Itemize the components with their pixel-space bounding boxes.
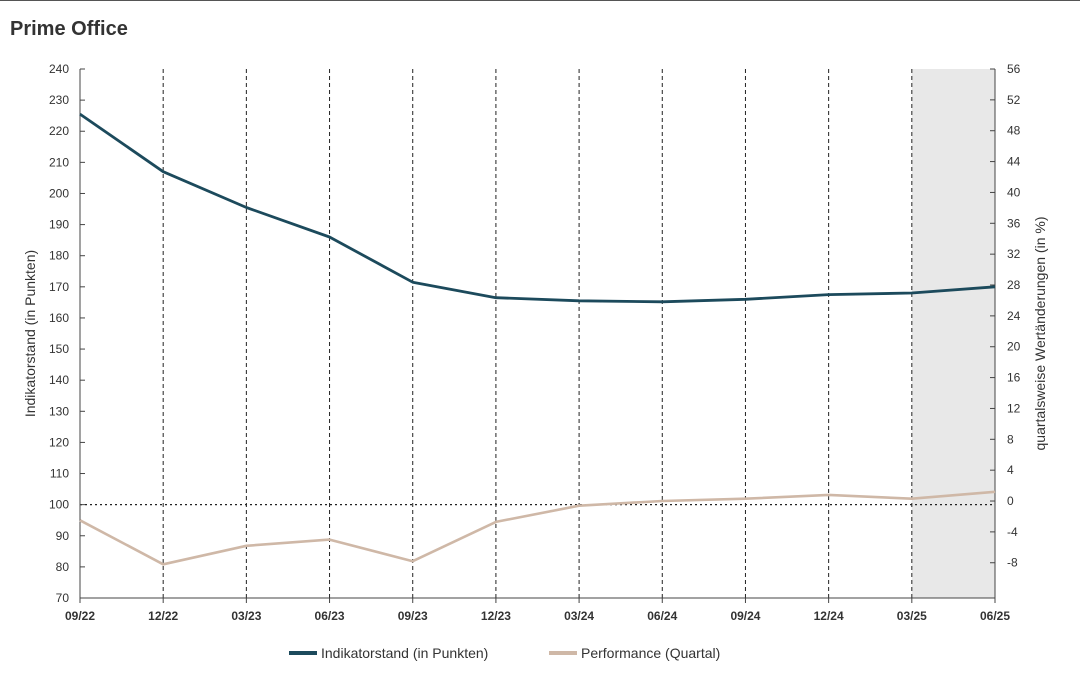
left-tick-label: 200 <box>49 186 69 200</box>
top-rule <box>0 0 1080 1</box>
right-axis-title: quartalsweise Wertänderungen (in %) <box>1032 217 1048 451</box>
x-tick-label: 09/22 <box>65 609 95 623</box>
x-tick-label: 06/24 <box>647 609 677 623</box>
right-tick-label: 24 <box>1007 309 1021 323</box>
right-tick-label: -4 <box>1007 525 1018 539</box>
right-tick-label: 28 <box>1007 278 1021 292</box>
left-tick-label: 160 <box>49 311 69 325</box>
x-tick-label: 09/23 <box>398 609 428 623</box>
left-tick-label: 130 <box>49 404 69 418</box>
chart-title: Prime Office <box>10 18 128 40</box>
left-tick-label: 110 <box>50 467 69 481</box>
left-axis-title: Indikatorstand (in Punkten) <box>22 250 38 417</box>
left-tick-label: 90 <box>56 529 70 543</box>
right-tick-label: 44 <box>1007 155 1021 169</box>
right-tick-label: 36 <box>1007 216 1021 230</box>
x-tick-label: 03/24 <box>564 609 594 623</box>
right-tick-label: 56 <box>1007 62 1021 76</box>
left-tick-label: 180 <box>49 249 69 263</box>
left-tick-label: 70 <box>56 591 70 605</box>
x-tick-label: 03/23 <box>231 609 261 623</box>
forecast-highlight-region <box>911 69 995 598</box>
right-tick-label: 4 <box>1007 463 1014 477</box>
left-tick-label: 170 <box>49 280 69 294</box>
left-tick-label: 100 <box>49 498 69 512</box>
left-tick-label: 230 <box>49 93 69 107</box>
legend-indikatorstand-label: Indikatorstand (in Punkten) <box>321 645 488 661</box>
x-tick-label: 12/24 <box>814 609 844 623</box>
right-tick-label: 52 <box>1007 93 1021 107</box>
legend-performance-label: Performance (Quartal) <box>581 645 720 661</box>
left-tick-label: 140 <box>49 373 69 387</box>
right-tick-label: 40 <box>1007 185 1021 199</box>
x-tick-label: 06/23 <box>315 609 345 623</box>
right-tick-label: -8 <box>1007 556 1018 570</box>
x-tick-label: 12/23 <box>481 609 511 623</box>
series-line-performance <box>79 490 996 566</box>
left-tick-label: 150 <box>49 342 69 356</box>
left-tick-label: 80 <box>56 560 70 574</box>
right-tick-label: 8 <box>1007 432 1014 446</box>
right-tick-label: 12 <box>1007 401 1021 415</box>
x-tick-label: 12/22 <box>148 609 178 623</box>
left-tick-label: 210 <box>49 155 69 169</box>
left-tick-label: 190 <box>49 218 69 232</box>
left-tick-label: 120 <box>49 435 69 449</box>
x-tick-label: 03/25 <box>897 609 927 623</box>
right-tick-label: 32 <box>1007 247 1021 261</box>
right-tick-label: 20 <box>1007 340 1021 354</box>
left-tick-label: 240 <box>49 62 69 76</box>
left-tick-label: 220 <box>49 124 69 138</box>
right-tick-label: 0 <box>1007 494 1014 508</box>
right-tick-label: 16 <box>1007 371 1021 385</box>
x-tick-label: 09/24 <box>730 609 760 623</box>
x-tick-label: 06/25 <box>980 609 1010 623</box>
series-line-indikatorstand <box>79 112 996 304</box>
right-tick-label: 48 <box>1007 124 1021 138</box>
